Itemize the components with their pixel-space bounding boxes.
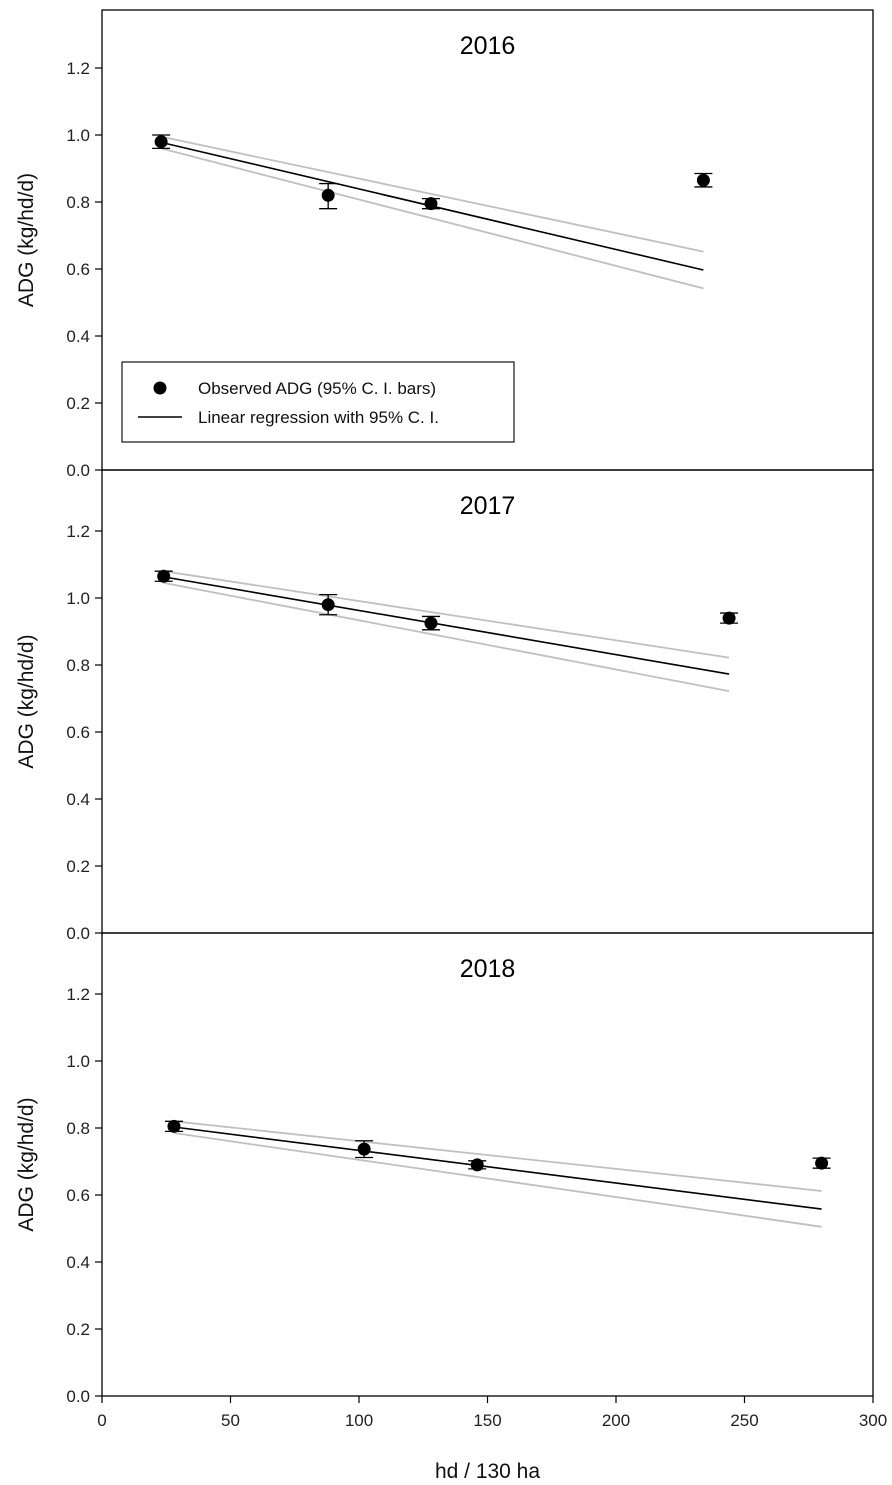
observed-point: [722, 611, 736, 625]
y-tick-label: 0.8: [66, 1119, 90, 1138]
panel-2018: 0.0 0.2 0.4 0.6 0.8 1.0 1.2 0 50 100 150 200 250 300 h…: [15, 932, 887, 1483]
ci-upper-line: [173, 1120, 822, 1192]
legend-point-marker: [153, 381, 167, 395]
regression-line: [163, 576, 730, 675]
x-tick-label: 300: [859, 1411, 887, 1430]
ci-lower-line: [163, 582, 730, 693]
y-tick-label: 0.0: [66, 461, 90, 480]
legend: Observed ADG (95% C. I. bars) Linear regr…: [121, 361, 515, 443]
regression-line: [173, 1126, 822, 1210]
y-tick-label: 0.2: [66, 857, 90, 876]
observed-point: [167, 1119, 181, 1133]
x-tick-label: 100: [345, 1411, 373, 1430]
y-tick-label: 1.0: [66, 126, 90, 145]
ci-upper-line: [160, 135, 704, 253]
y-tick-label: 1.0: [66, 589, 90, 608]
y-tick-label: 1.2: [66, 59, 90, 78]
y-tick-label: 0.2: [66, 1320, 90, 1339]
observed-point: [154, 135, 168, 149]
observed-point: [424, 616, 438, 630]
observed-point: [321, 188, 335, 202]
y-axis-title: ADG (kg/hd/d): [15, 173, 38, 307]
y-tick-label: 0.4: [66, 790, 90, 809]
y-tick-label: 0.4: [66, 1253, 90, 1272]
y-tick-label: 0.0: [66, 924, 90, 943]
y-axis-title: ADG (kg/hd/d): [15, 634, 38, 768]
panel-title: 2016: [460, 32, 516, 60]
y-tick-label: 1.2: [66, 522, 90, 541]
y-axis-title: ADG (kg/hd/d): [15, 1097, 38, 1231]
y-tick-label: 0.2: [66, 394, 90, 413]
plot-frame: [101, 932, 874, 1397]
panel-title: 2017: [460, 492, 516, 520]
x-tick-label: 150: [473, 1411, 501, 1430]
observed-point: [321, 598, 335, 612]
x-tick-label: 0: [97, 1411, 106, 1430]
panel-title: 2018: [460, 955, 516, 983]
observed-point: [815, 1156, 829, 1170]
y-tick-label: 0.8: [66, 656, 90, 675]
y-tick-label: 1.0: [66, 1052, 90, 1071]
panel-2016: 0.0 0.2 0.4 0.6 0.8 1.0 1.2 ADG (kg/hd/d) 2016 Ob…: [15, 9, 874, 480]
ci-lower-line: [160, 147, 704, 290]
observed-point: [157, 569, 171, 583]
panel-2017: 0.0 0.2 0.4 0.6 0.8 1.0 1.2 ADG (kg/hd/d) 2017: [15, 469, 874, 943]
x-tick-label: 250: [730, 1411, 758, 1430]
x-tick-label: 200: [602, 1411, 630, 1430]
y-tick-label: 1.2: [66, 985, 90, 1004]
y-tick-label: 0.0: [66, 1387, 90, 1406]
y-tick-label: 0.8: [66, 193, 90, 212]
plot-frame: [101, 469, 874, 934]
y-tick-label: 0.4: [66, 327, 90, 346]
ci-upper-line: [163, 570, 730, 659]
legend-observed-label: Observed ADG (95% C. I. bars): [198, 379, 436, 398]
x-tick-label: 50: [221, 1411, 240, 1430]
observed-point: [424, 197, 438, 211]
observed-point: [696, 173, 710, 187]
y-tick-label: 0.6: [66, 723, 90, 742]
observed-point: [357, 1142, 371, 1156]
legend-regression-label: Linear regression with 95% C. I.: [198, 408, 439, 427]
y-tick-label: 0.6: [66, 260, 90, 279]
legend-box: [121, 361, 515, 443]
x-axis-title: hd / 130 ha: [435, 1460, 540, 1483]
y-tick-label: 0.6: [66, 1186, 90, 1205]
observed-point: [470, 1158, 484, 1172]
ci-lower-line: [173, 1132, 822, 1228]
